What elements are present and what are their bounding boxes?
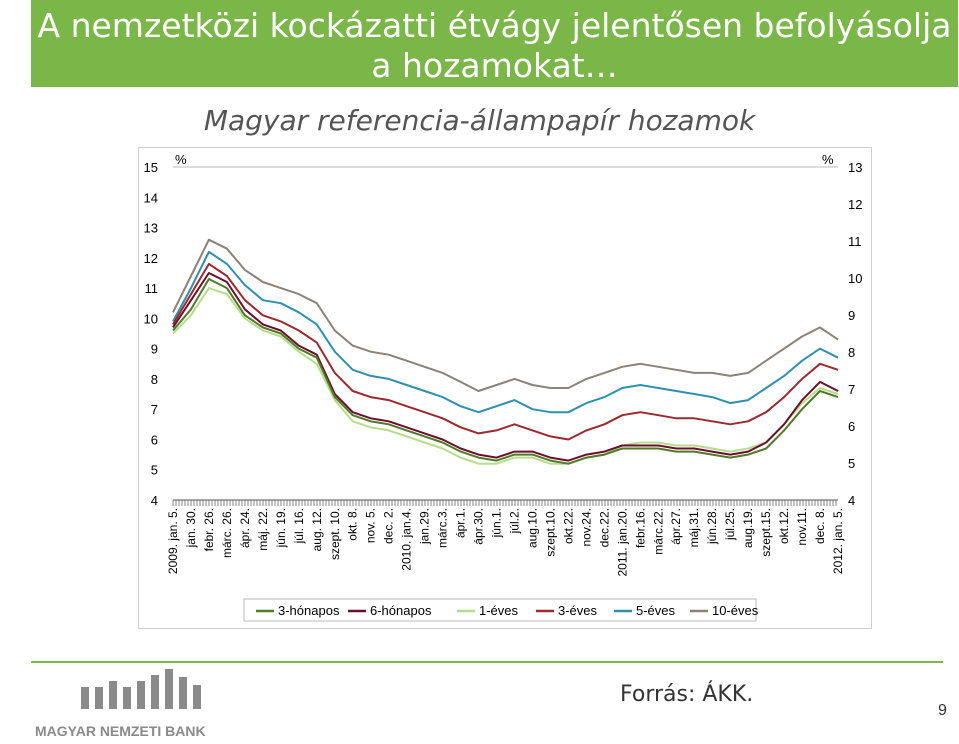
x-tick-label-1: jan. 30. — [184, 508, 198, 548]
x-tick-label-15: márc.3. — [436, 508, 450, 548]
left-tick-label-11: 11 — [145, 281, 159, 296]
logo-text: MAGYAR NEMZETI BANK — [35, 723, 206, 739]
x-tick-label-20: aug.10. — [525, 508, 539, 548]
right-tick-label-6: 6 — [848, 419, 855, 434]
x-tick-label-35: nov.11. — [795, 508, 809, 546]
x-tick-label-26: febr.16. — [633, 508, 647, 548]
right-tick-label-5: 5 — [848, 456, 855, 471]
x-tick-label-16: ápr.1. — [454, 508, 468, 538]
x-tick-label-19: júl.2. — [507, 508, 521, 534]
chart-title: Magyar referencia-állampapír hozamok — [203, 104, 756, 137]
mnb-logo: MAGYAR NEMZETI BANK — [35, 669, 206, 739]
x-axis-ticks — [172, 500, 837, 506]
x-tick-label-8: aug. 12. — [310, 508, 324, 551]
x-tick-label-36: dec. 8. — [813, 508, 827, 544]
x-tick-label-3: márc. 26. — [220, 508, 234, 558]
left-tick-label-8: 8 — [151, 372, 158, 387]
x-tick-label-33: szept.15. — [759, 508, 773, 557]
legend-label-3-éves: 3-éves — [558, 603, 598, 618]
x-tick-label-14: jan.29. — [418, 508, 432, 545]
x-tick-label-37: 2012. jan. 5. — [831, 508, 845, 574]
x-tick-label-0: 2009. jan. 5. — [166, 508, 180, 574]
source-note: Forrás: ÁKK. — [620, 682, 754, 707]
right-tick-label-10: 10 — [848, 271, 862, 286]
left-tick-label-13: 13 — [144, 221, 158, 236]
legend-label-6-hónapos: 6-hónapos — [370, 603, 432, 618]
right-unit-label: % — [822, 152, 834, 167]
right-tick-label-7: 7 — [848, 382, 855, 397]
left-unit-label: % — [175, 152, 187, 167]
slide-title: A nemzetközi kockázatti étvágy jelentőse… — [37, 6, 952, 85]
right-tick-label-12: 12 — [848, 197, 862, 212]
series-line-5-éves — [172, 250, 839, 414]
x-tick-label-27: márc.22. — [651, 508, 665, 555]
right-tick-label-11: 11 — [848, 234, 862, 249]
x-tick-label-32: aug.19. — [741, 508, 755, 548]
legend-label-10-éves: 10-éves — [712, 603, 759, 618]
x-tick-label-11: nov. 5. — [364, 508, 378, 543]
series-line-10-éves — [172, 238, 839, 392]
x-tick-label-6: jún. 19. — [274, 508, 288, 548]
left-tick-label-5: 5 — [151, 463, 158, 478]
x-tick-label-29: máj.31. — [687, 508, 701, 547]
left-tick-label-7: 7 — [151, 402, 158, 417]
right-tick-label-9: 9 — [848, 308, 855, 323]
left-tick-label-9: 9 — [151, 342, 158, 357]
x-tick-label-12: dec. 2. — [382, 508, 396, 544]
legend-box — [243, 598, 757, 622]
chart-frame — [138, 147, 872, 629]
legend-label-1-éves: 1-éves — [479, 603, 519, 618]
left-tick-label-10: 10 — [144, 311, 158, 326]
right-tick-label-4: 4 — [848, 493, 855, 508]
x-tick-label-23: nov.24. — [579, 508, 593, 546]
left-tick-label-15: 15 — [144, 160, 158, 175]
x-tick-label-18: jún.1. — [490, 508, 504, 538]
series-line-3-éves — [172, 262, 839, 441]
series-line-6-hónapos — [172, 272, 839, 462]
x-tick-label-34: okt.12. — [777, 508, 791, 544]
footer-divider — [31, 661, 943, 663]
x-tick-label-24: dec.22. — [597, 508, 611, 547]
right-tick-label-13: 13 — [848, 160, 862, 175]
x-tick-label-17: ápr.30. — [472, 508, 486, 545]
x-tick-label-31: júl.25. — [723, 508, 737, 541]
series-line-3-hónapos — [172, 278, 839, 465]
x-tick-label-7: júl. 16. — [292, 508, 306, 544]
x-tick-label-10: okt. 8. — [346, 508, 360, 541]
x-tick-label-22: okt.22. — [561, 508, 575, 544]
legend-label-3-hónapos: 3-hónapos — [278, 603, 340, 618]
x-tick-label-4: ápr. 24. — [238, 508, 252, 548]
series-line-1-éves — [172, 287, 839, 465]
left-tick-label-6: 6 — [151, 432, 158, 447]
right-tick-label-8: 8 — [848, 345, 855, 360]
title-banner: A nemzetközi kockázatti étvágy jelentőse… — [31, 0, 958, 87]
x-tick-label-28: ápr.27. — [669, 508, 683, 545]
x-tick-label-5: máj. 22. — [256, 508, 270, 551]
x-tick-label-30: jún.28. — [705, 508, 719, 545]
x-tick-label-13: 2010. jan.4. — [400, 508, 414, 571]
page-number: 9 — [938, 702, 947, 719]
x-tick-label-9: szept. 10. — [328, 508, 342, 560]
left-tick-label-4: 4 — [151, 493, 158, 508]
left-tick-label-12: 12 — [144, 251, 158, 266]
legend-label-5-éves: 5-éves — [636, 603, 676, 618]
left-tick-label-14: 14 — [144, 190, 158, 205]
x-tick-label-2: febr. 26. — [202, 508, 216, 551]
x-tick-label-21: szept.10. — [543, 508, 557, 557]
x-tick-label-25: 2011. jan.20. — [615, 508, 629, 577]
